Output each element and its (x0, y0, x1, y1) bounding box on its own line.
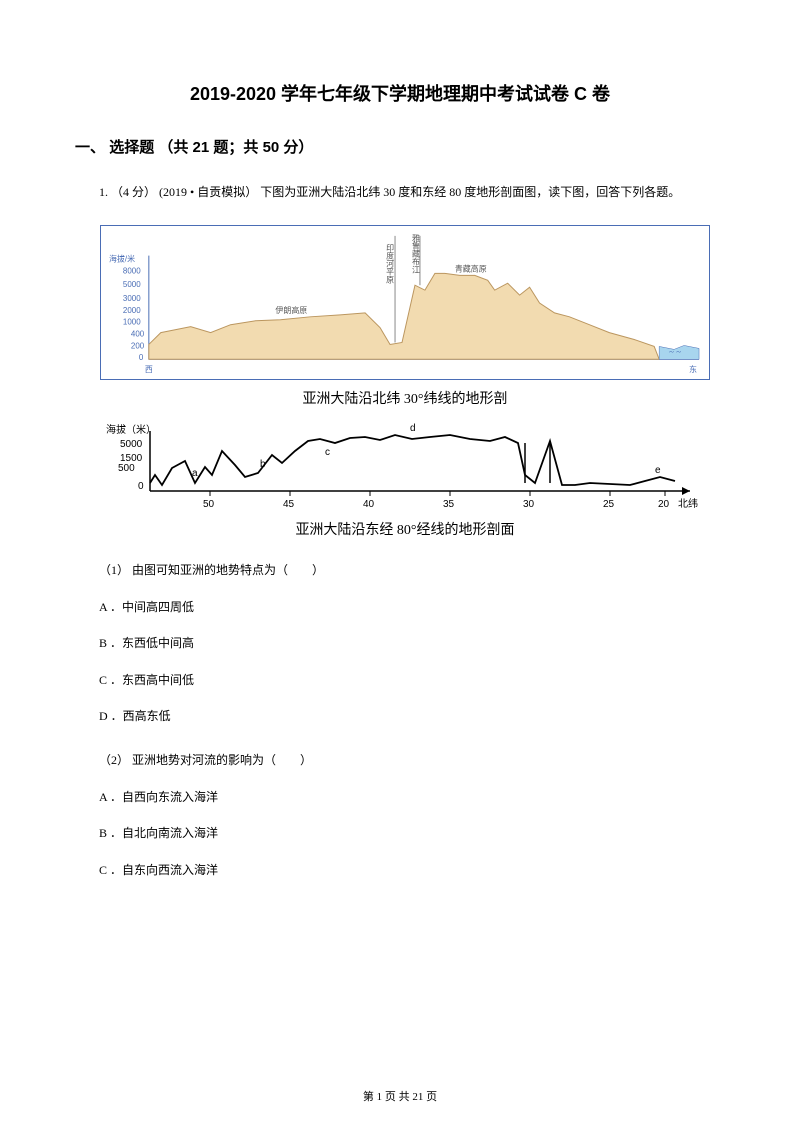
y-tick: 1000 (123, 318, 141, 327)
y-tick: 5000 (123, 281, 141, 290)
y-tick: 8000 (123, 267, 141, 276)
option: D ．西高东低 (75, 703, 725, 729)
y-label: 海拔/米 (109, 254, 135, 264)
sub-question-1: （1） 由图可知亚洲的地势特点为（ ） (75, 557, 725, 583)
node-label: b (260, 459, 266, 470)
question-tag: (2019 • 自贡模拟） (159, 185, 257, 199)
charts-container: 海拔/米 8000 5000 3000 2000 1000 400 200 0 … (100, 225, 710, 539)
x-tick: 25 (603, 499, 615, 510)
page-footer: 第 1 页 共 21 页 (0, 1088, 800, 1104)
page-title: 2019-2020 学年七年级下学期地理期中考试试卷 C 卷 (75, 80, 725, 106)
y-tick: 0 (138, 481, 144, 492)
chart1-profile-30n: 海拔/米 8000 5000 3000 2000 1000 400 200 0 … (100, 225, 710, 380)
x-tick: 20 (658, 499, 670, 510)
x-tick: 35 (443, 499, 455, 510)
plateau-label: 伊朗高原 (275, 305, 307, 315)
x-tick: 45 (283, 499, 295, 510)
subq-text: 亚洲地势对河流的影响为（ ） (132, 753, 312, 767)
subq-label: （1） (99, 563, 129, 577)
option: B ．自北向南流入海洋 (75, 820, 725, 846)
node-label: d (410, 423, 416, 434)
section-number: 一、 (75, 139, 105, 156)
option: C ．东西高中间低 (75, 667, 725, 693)
option: C ．自东向西流入海洋 (75, 857, 725, 883)
plateau-label: 青藏高原 (455, 264, 487, 274)
section-header: 一、 选择题 （共 21 题；共 50 分） (75, 136, 725, 157)
section-meta: （共 21 题；共 50 分） (158, 139, 313, 156)
question-number: 1. (99, 185, 108, 199)
sub-question-2: （2） 亚洲地势对河流的影响为（ ） (75, 747, 725, 773)
x-tick: 40 (363, 499, 375, 510)
marker-label: 印度河平原 (385, 244, 394, 284)
y-tick: 500 (118, 463, 135, 474)
node-label: e (655, 465, 661, 476)
question-intro: 1. （4 分） (2019 • 自贡模拟） 下图为亚洲大陆沿北纬 30 度和东… (75, 179, 725, 205)
option: A ．中间高四周低 (75, 594, 725, 620)
y-tick: 2000 (123, 306, 141, 315)
y-label: 海拔（米） (106, 423, 156, 436)
option: A ．自西向东流入海洋 (75, 784, 725, 810)
svg-text:~ ~: ~ ~ (669, 347, 681, 357)
subq-label: （2） (99, 753, 129, 767)
marker-label: 雅鲁藏布江 (411, 233, 420, 275)
chart1-caption: 亚洲大陆沿北纬 30°纬线的地形剖 (100, 388, 710, 408)
land-profile (149, 274, 659, 360)
y-tick: 3000 (123, 294, 141, 303)
y-tick: 200 (131, 342, 145, 351)
y-tick: 5000 (120, 439, 143, 450)
node-label: c (325, 447, 330, 458)
node-label: a (192, 468, 198, 479)
y-tick: 0 (139, 354, 144, 363)
chart2-profile-80e: 海拔（米） 5000 1500 500 0 a b c d e 50 4 (100, 413, 710, 513)
x-right: 东 (689, 365, 697, 375)
question-points: （4 分） (111, 185, 156, 199)
x-tick: 50 (203, 499, 215, 510)
x-left: 西 (145, 366, 153, 375)
x-unit: 北纬 (678, 497, 698, 510)
section-name: 选择题 (109, 139, 154, 156)
chart2-caption: 亚洲大陆沿东经 80°经线的地形剖面 (100, 519, 710, 539)
option: B ．东西低中间高 (75, 630, 725, 656)
subq-text: 由图可知亚洲的地势特点为（ ） (132, 563, 324, 577)
question-text: 下图为亚洲大陆沿北纬 30 度和东经 80 度地形剖面图，读下图，回答下列各题。 (260, 185, 680, 199)
profile-line (150, 435, 675, 485)
x-tick: 30 (523, 499, 535, 510)
y-tick: 400 (131, 330, 145, 339)
